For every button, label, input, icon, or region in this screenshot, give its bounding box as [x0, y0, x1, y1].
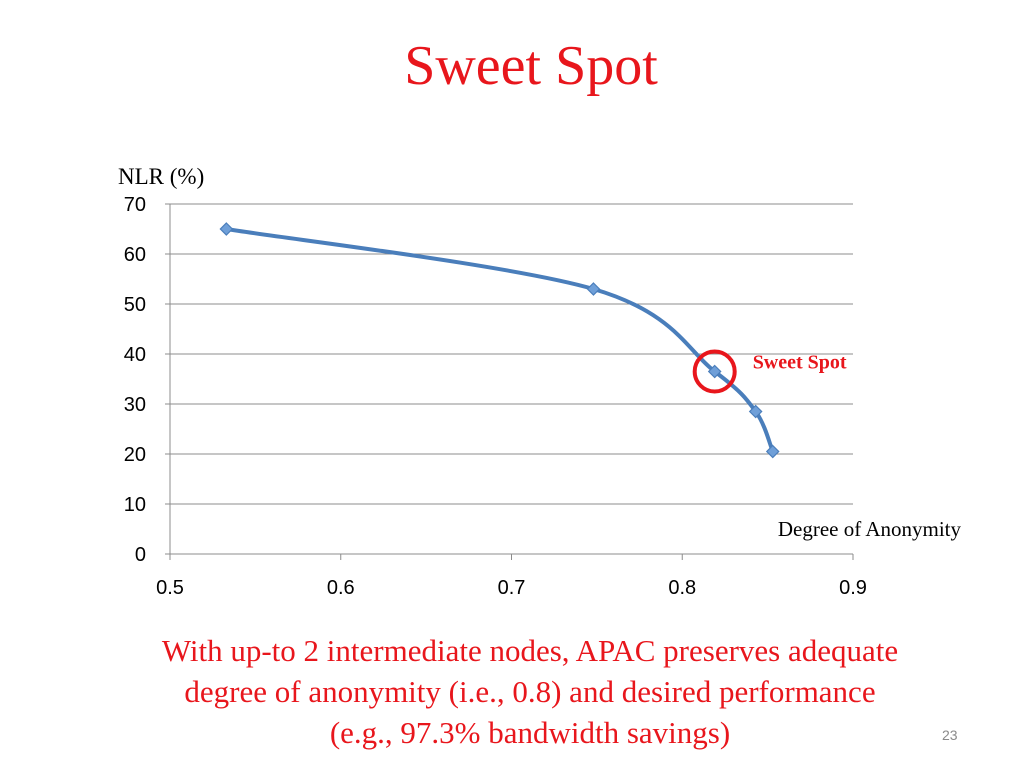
data-point [586, 282, 601, 296]
slide-title: Sweet Spot [404, 35, 658, 97]
caption-line-2: degree of anonymity (i.e., 0.8) and desi… [184, 674, 876, 709]
caption-line-1: With up-to 2 intermediate nodes, APAC pr… [161, 633, 899, 668]
x-tick-label: 0.5 [156, 577, 184, 599]
sweet-spot-highlight-circle [692, 349, 737, 394]
y-tick-label: 30 [124, 394, 146, 416]
data-point [765, 444, 780, 459]
series [224, 227, 775, 454]
x-tick-label: 0.9 [839, 577, 867, 599]
data-point [748, 404, 763, 419]
page-number: 23 [942, 727, 958, 743]
annotations: Sweet Spot [692, 349, 847, 394]
x-tick-label: 0.7 [498, 577, 526, 599]
y-tick-label: 20 [124, 444, 146, 466]
sweet-spot-label: Sweet Spot [753, 352, 847, 374]
nlr-vs-anonymity-chart: 0 10 20 30 40 50 60 70 0.5 0.6 0.7 0.8 0.9 Sweet Sp… [118, 164, 962, 599]
data-point [707, 364, 722, 379]
grid-lines [170, 203, 853, 505]
data-markers [219, 222, 780, 459]
x-tick-labels: 0.5 0.6 0.7 0.8 0.9 [156, 577, 867, 599]
x-tick-label: 0.6 [327, 577, 355, 599]
y-tick-label: 50 [124, 294, 146, 316]
y-axis-label: NLR (%) [118, 164, 204, 189]
slide-caption: With up-to 2 intermediate nodes, APAC pr… [40, 630, 1020, 753]
series-line-0 [224, 227, 775, 454]
y-tick-label: 10 [124, 494, 146, 516]
y-tick-label: 0 [135, 544, 146, 566]
y-tick-label: 40 [124, 344, 146, 366]
y-tick-label: 70 [124, 194, 146, 216]
caption-line-3: (e.g., 97.3% bandwidth savings) [329, 715, 731, 750]
y-tick-label: 60 [124, 244, 146, 266]
x-axis-label: Degree of Anonymity [778, 517, 962, 541]
axes [165, 203, 854, 560]
y-tick-labels: 0 10 20 30 40 50 60 70 [124, 194, 146, 566]
data-point [219, 222, 234, 236]
x-tick-label: 0.8 [668, 577, 696, 599]
